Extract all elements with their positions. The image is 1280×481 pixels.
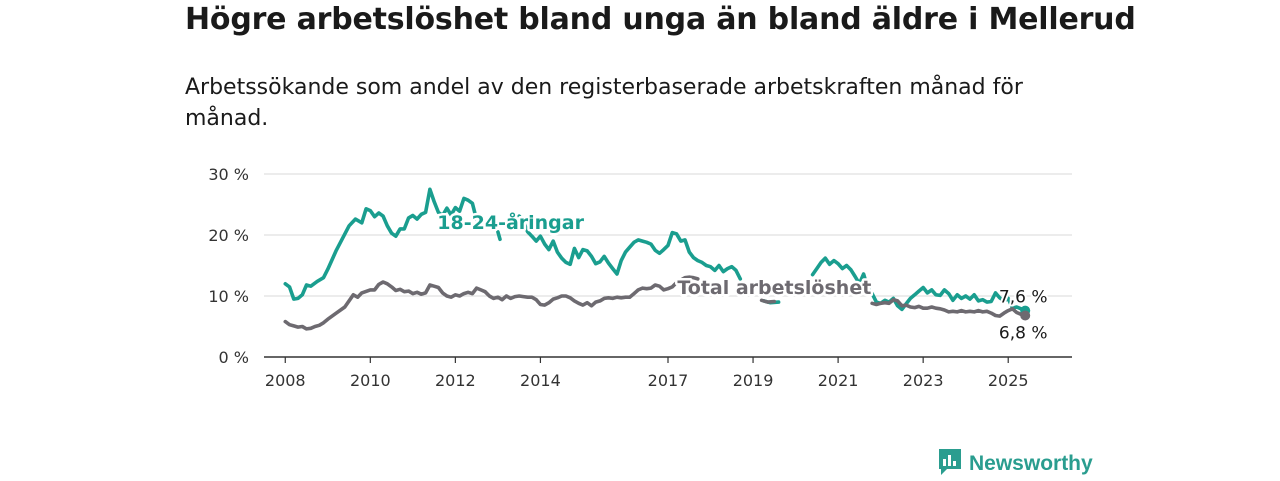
x-tick-label: 2012 [435, 371, 476, 390]
y-tick-label: 20 % [208, 226, 249, 245]
line-chart: 0 % 10 % 20 % 30 % 2008 2010 2012 2014 2017 2019 2… [208, 165, 1072, 390]
x-tick-label: 2010 [350, 371, 391, 390]
brand: Newsworthy [937, 448, 1093, 480]
series-line [810, 256, 1027, 313]
series-end-value-label: 7,6 % [999, 288, 1048, 308]
x-tick-label: 2025 [988, 371, 1029, 390]
label-layer: 18-24-åringar 7,6 % Total arbetslöshet 6,8 … [435, 207, 1050, 345]
series-line [283, 187, 485, 301]
series-line [759, 298, 777, 304]
series-line [496, 230, 502, 242]
series-line [870, 297, 1027, 318]
x-tick-label: 2017 [648, 371, 689, 390]
x-tick-label: 2014 [520, 371, 561, 390]
series-name-label: 18-24-åringar [437, 210, 584, 234]
series-end-value-label: 6,8 % [999, 324, 1048, 344]
series-name-label: Total arbetslöshet [677, 277, 871, 299]
y-tick-label: 10 % [208, 287, 249, 306]
x-tick-label: 2008 [265, 371, 306, 390]
y-tick-label: 0 % [219, 348, 249, 367]
series-line [517, 214, 743, 281]
series-line [283, 275, 700, 331]
series-end-point [1020, 310, 1031, 321]
x-tick-label: 2019 [733, 371, 774, 390]
x-tick-label: 2023 [903, 371, 944, 390]
series-layer [283, 187, 1031, 331]
brand-name: Newsworthy [969, 452, 1093, 475]
chart-title: Högre arbetslöshet bland unga än bland ä… [185, 2, 1136, 37]
x-tick-label: 2021 [818, 371, 859, 390]
grid-layer: 0 % 10 % 20 % 30 % 2008 2010 2012 2014 2017 2019 2… [208, 165, 1072, 390]
newsworthy-logo-icon [937, 447, 963, 481]
chart-subtitle: Arbetssökande som andel av den registerb… [185, 75, 1023, 131]
y-tick-label: 30 % [208, 165, 249, 184]
